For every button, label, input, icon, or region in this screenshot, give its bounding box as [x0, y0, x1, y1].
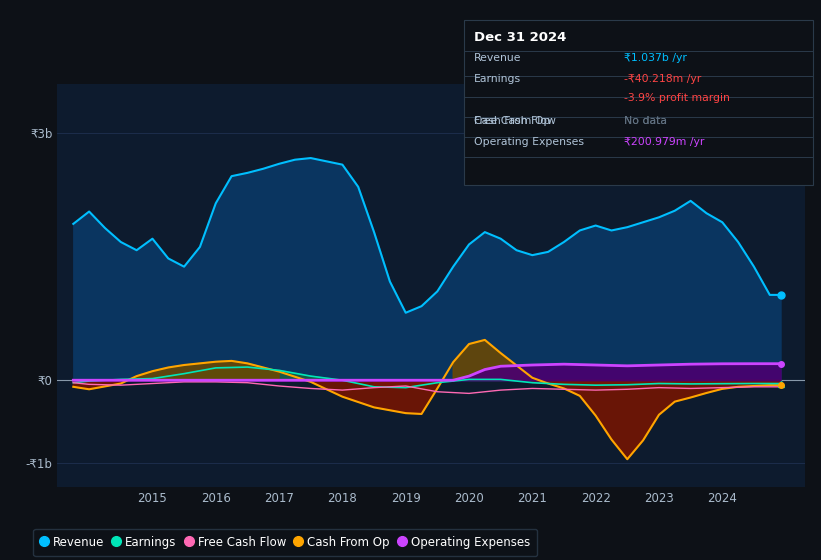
Text: Cash From Op: Cash From Op	[474, 116, 550, 126]
Legend: Revenue, Earnings, Free Cash Flow, Cash From Op, Operating Expenses: Revenue, Earnings, Free Cash Flow, Cash …	[34, 529, 537, 556]
Text: Free Cash Flow: Free Cash Flow	[474, 116, 556, 126]
Text: Earnings: Earnings	[474, 74, 521, 85]
Text: Dec 31 2024: Dec 31 2024	[474, 31, 566, 44]
Text: -3.9% profit margin: -3.9% profit margin	[624, 94, 730, 104]
Text: Operating Expenses: Operating Expenses	[474, 137, 584, 147]
Text: No data: No data	[624, 116, 667, 126]
Text: No data: No data	[624, 116, 667, 126]
Text: ₹200.979m /yr: ₹200.979m /yr	[624, 137, 704, 147]
Text: -₹40.218m /yr: -₹40.218m /yr	[624, 74, 701, 85]
Text: Revenue: Revenue	[474, 53, 521, 63]
Text: ₹1.037b /yr: ₹1.037b /yr	[624, 53, 687, 63]
